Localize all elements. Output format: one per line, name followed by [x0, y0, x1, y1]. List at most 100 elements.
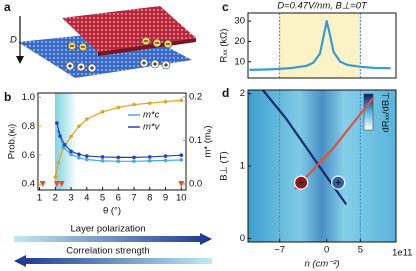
carrier-label: + [335, 178, 341, 189]
y-tick-label: 0.4 [22, 179, 35, 190]
data-point [53, 175, 58, 179]
data-point [116, 105, 121, 110]
x-multiplier: 1e11 [392, 248, 412, 259]
data-point [100, 155, 105, 159]
angle-marker [178, 181, 185, 187]
panel-label: d [222, 86, 229, 100]
data-point [147, 101, 152, 105]
x-tick-label: 8 [147, 193, 152, 204]
chart-title: D=0.47V/nm, B⊥=0T [277, 1, 368, 12]
data-point [69, 152, 73, 157]
arrow-label: Layer polarization [71, 224, 146, 235]
x-axis-label: θ (°) [103, 206, 121, 217]
data-point [77, 124, 81, 129]
x-tick-label: 0 [324, 245, 329, 256]
data-point [69, 134, 73, 139]
data-point [100, 110, 105, 114]
angle-marker [53, 181, 60, 187]
x-tick-label: 5 [100, 193, 105, 204]
x-tick-label: 4 [84, 193, 89, 204]
data-point [100, 159, 105, 163]
data-line [294, 96, 375, 190]
panel-label: c [222, 0, 229, 14]
arrow [14, 233, 212, 245]
data-point [147, 159, 152, 163]
x-tick-label: 3 [68, 193, 73, 204]
data-point [179, 98, 184, 103]
data-line [249, 20, 391, 71]
y-axis-label: B⊥ (T) [219, 151, 230, 180]
y-tick-label: 0.6 [22, 150, 35, 161]
data-point [147, 155, 152, 159]
data-line [54, 99, 182, 178]
colorbar-label: dRₓₓ/dB⊥ [381, 92, 392, 133]
data-point [85, 117, 89, 121]
y2-axis-label: m* (mₑ) [203, 125, 214, 157]
data-point [58, 134, 62, 138]
carrier-label: − [298, 178, 304, 189]
y2-tick-label: 0.1 [189, 135, 202, 146]
data-point [62, 142, 67, 147]
y-tick-label: 1 [240, 161, 245, 172]
x-tick-label: 10 [176, 193, 187, 204]
data-point [163, 158, 168, 163]
y-tick-label: 0 [240, 233, 245, 244]
y-tick-label: 10 [234, 56, 245, 67]
y-tick-label: 2 [240, 88, 245, 99]
data-point [55, 121, 59, 125]
data-point [77, 156, 81, 160]
data-point [179, 153, 184, 158]
data-point [132, 155, 136, 160]
data-point [163, 154, 168, 158]
arrow [14, 255, 212, 267]
y-axis-label: Rₓₓ (kΩ) [219, 29, 230, 63]
data-point [116, 159, 121, 164]
x-tick-label: 2 [53, 193, 58, 204]
data-point [132, 102, 136, 107]
data-point [77, 152, 81, 157]
data-point [179, 158, 184, 162]
y-tick-label: 1.0 [22, 92, 35, 103]
y-tick-label: 0.8 [22, 121, 35, 132]
data-point [56, 160, 61, 165]
angle-marker [39, 181, 46, 187]
legend-label: m*c [143, 110, 160, 121]
x-tick-label: 1 [37, 193, 42, 204]
y2-tick-label: 0.2 [189, 91, 202, 102]
angle-marker [58, 181, 65, 187]
x-tick-label: 7 [131, 193, 136, 204]
data-point [69, 149, 73, 154]
x-tick-label: −7 [274, 245, 285, 256]
charge-signs [68, 40, 170, 70]
panel-label: b [4, 90, 11, 104]
heatmap-background [248, 90, 396, 242]
holes [65, 58, 171, 73]
y-axis-label: Prob.(κₗ) [7, 124, 18, 159]
x-tick-label: 5 [358, 245, 363, 256]
y-tick-label: 20 [234, 36, 245, 47]
x-tick-label: 6 [116, 193, 121, 204]
data-point [163, 99, 168, 104]
plot-frame [37, 92, 187, 191]
y2-tick-label: 0.0 [189, 178, 202, 189]
legend-label: m*v [143, 122, 161, 133]
panel-label: a [4, 0, 11, 14]
shaded-region [55, 93, 77, 190]
carrier-marker [294, 175, 309, 190]
plot-frame [247, 12, 397, 79]
field-arrowhead [16, 56, 24, 64]
y-tick-label: 30 [234, 16, 245, 27]
carrier-marker [331, 175, 346, 190]
data-point [85, 154, 89, 158]
data-point [85, 157, 89, 162]
red-layer [62, 6, 196, 52]
x-axis-label: n (cm⁻²) [304, 259, 339, 270]
lattice-illustration: D [10, 6, 196, 78]
x-tick-label: 9 [163, 193, 168, 204]
data-point [116, 155, 121, 160]
data-point [132, 159, 136, 164]
field-label: D [10, 35, 17, 46]
colorbar [363, 93, 374, 131]
arrow-label: Correlation strength [66, 246, 149, 257]
